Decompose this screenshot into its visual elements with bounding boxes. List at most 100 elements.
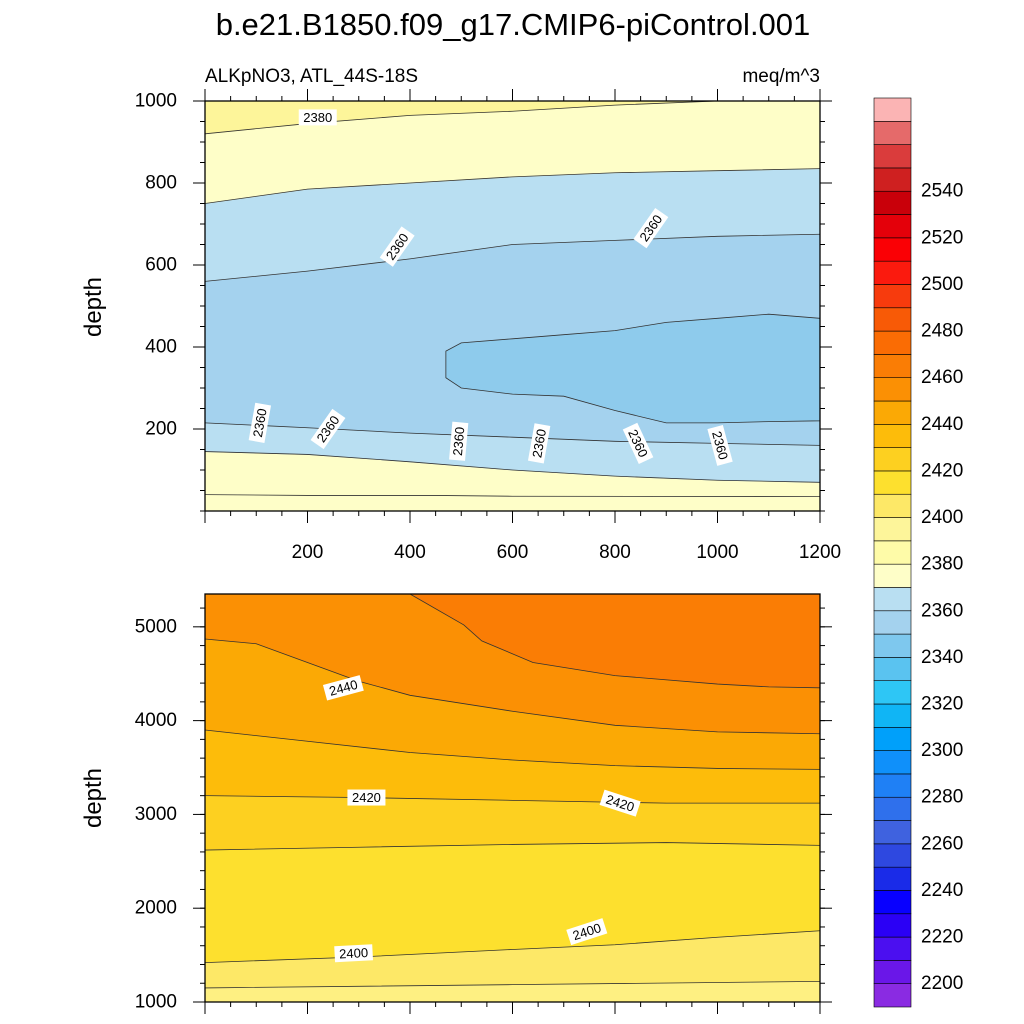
colorbar-swatch — [873, 727, 912, 751]
colorbar-label: 2360 — [921, 600, 963, 621]
y-tick-label: 600 — [145, 255, 177, 276]
contour-line — [205, 451, 820, 483]
colorbar-swatch — [873, 703, 912, 728]
contour-label-text: 2380 — [303, 110, 332, 125]
colorbar-swatch — [873, 97, 912, 122]
colorbar-swatch — [873, 610, 912, 635]
contour-label-text: 2360 — [529, 428, 549, 459]
colorbar-label: 2220 — [921, 927, 963, 948]
colorbar-swatch — [873, 633, 912, 658]
colorbar-swatch — [873, 260, 912, 285]
colorbar-swatch — [873, 424, 912, 448]
colorbar-swatch — [873, 587, 912, 612]
colorbar-swatch — [873, 820, 912, 845]
colorbar-label: 2320 — [921, 694, 963, 715]
colorbar-swatch — [873, 517, 912, 542]
contour-label: 2400 — [566, 918, 608, 946]
colorbar-label: 2400 — [921, 507, 963, 528]
colorbar-swatch — [873, 866, 912, 891]
x-tick-label: 800 — [599, 542, 631, 563]
contour-patch-1 — [409, 594, 820, 689]
colorbar-swatch — [873, 657, 912, 681]
y-tick-label: 3000 — [135, 804, 177, 825]
contour-label: 2380 — [298, 109, 337, 126]
contour-label: 2360 — [248, 402, 272, 443]
y-tick-label: 400 — [145, 337, 177, 358]
upper-y-axis-label: depth — [80, 277, 107, 337]
colorbar-label: 2520 — [921, 227, 963, 248]
colorbar: 2200 2220 2240 2260 2280 2300 2320 2340 2360 2380… — [873, 97, 963, 1008]
contour-line — [205, 233, 820, 282]
colorbar-swatch — [873, 377, 912, 402]
colorbar-swatch — [873, 680, 912, 705]
contour-label: 2440 — [322, 675, 364, 701]
colorbar-label: 2440 — [921, 414, 963, 435]
contour-line — [205, 494, 820, 498]
colorbar-label: 2280 — [921, 787, 963, 808]
y-tick-label: 800 — [145, 173, 177, 194]
left-subtitle: ALKpNO3, ATL_44S-18S — [205, 66, 418, 87]
contour-label: 2400 — [334, 944, 374, 963]
colorbar-swatch — [873, 470, 912, 495]
colorbar-swatch — [873, 493, 912, 518]
colorbar-swatch — [873, 983, 912, 1008]
x-tick-label: 600 — [497, 542, 529, 563]
contour-band-4 — [205, 795, 820, 851]
colorbar-label: 2300 — [921, 740, 963, 761]
contour-label: 2420 — [347, 789, 386, 806]
colorbar-swatch — [873, 237, 912, 262]
y-tick-label: 200 — [145, 419, 177, 440]
colorbar-swatch — [873, 936, 912, 961]
contour-label: 2360 — [527, 423, 551, 464]
colorbar-swatch — [873, 890, 912, 915]
x-tick-label: 1000 — [696, 542, 738, 563]
contour-line — [205, 168, 820, 204]
y-tick-label: 2000 — [135, 898, 177, 919]
colorbar-swatch — [873, 121, 912, 145]
x-tick-label: 200 — [292, 542, 324, 563]
contour-line — [205, 729, 820, 770]
colorbar-label: 2260 — [921, 833, 963, 854]
contour-line — [205, 795, 820, 804]
colorbar-swatch — [873, 307, 912, 332]
colorbar-swatch — [873, 563, 912, 588]
colorbar-swatch — [873, 214, 912, 239]
contour-line — [205, 980, 820, 989]
contour-label-text: 2440 — [327, 677, 359, 699]
contour-line — [205, 930, 820, 964]
colorbar-swatch — [873, 190, 912, 215]
colorbar-swatch — [873, 144, 912, 169]
contour-label-text: 2360 — [450, 426, 467, 456]
colorbar-swatch — [873, 167, 912, 192]
x-tick-label: 400 — [394, 542, 426, 563]
colorbar-swatch — [873, 913, 912, 938]
y-tick-label: 1000 — [135, 91, 177, 112]
colorbar-label: 2340 — [921, 647, 963, 668]
contour-line — [205, 842, 820, 851]
colorbar-label: 2420 — [921, 460, 963, 481]
contour-band-1 — [205, 494, 820, 511]
colorbar-swatch — [873, 354, 912, 378]
contour-line — [205, 638, 820, 735]
colorbar-label: 2240 — [921, 880, 963, 901]
y-tick-label: 4000 — [135, 710, 177, 731]
colorbar-swatch — [873, 773, 912, 798]
upper-panel: 2360 2360 2360 2360 2360 23602360236023802004… — [135, 89, 841, 563]
contour-label-text: 2420 — [352, 790, 381, 805]
colorbar-label: 2480 — [921, 321, 963, 342]
units-subtitle: meq/m^3 — [742, 66, 820, 87]
chart-title: b.e21.B1850.f09_g17.CMIP6-piControl.001 — [216, 7, 811, 42]
colorbar-swatch — [873, 843, 912, 868]
colorbar-swatch — [873, 330, 912, 355]
contour-label-text: 2360 — [709, 429, 731, 461]
colorbar-swatch — [873, 540, 912, 565]
colorbar-swatch — [873, 447, 912, 472]
colorbar-swatch — [873, 750, 912, 775]
contour-patch-1 — [445, 313, 820, 424]
contour-label-text: 2400 — [339, 945, 369, 961]
contour-label-text: 2360 — [250, 407, 270, 438]
colorbar-label: 2380 — [921, 554, 963, 575]
colorbar-swatch — [873, 284, 912, 309]
